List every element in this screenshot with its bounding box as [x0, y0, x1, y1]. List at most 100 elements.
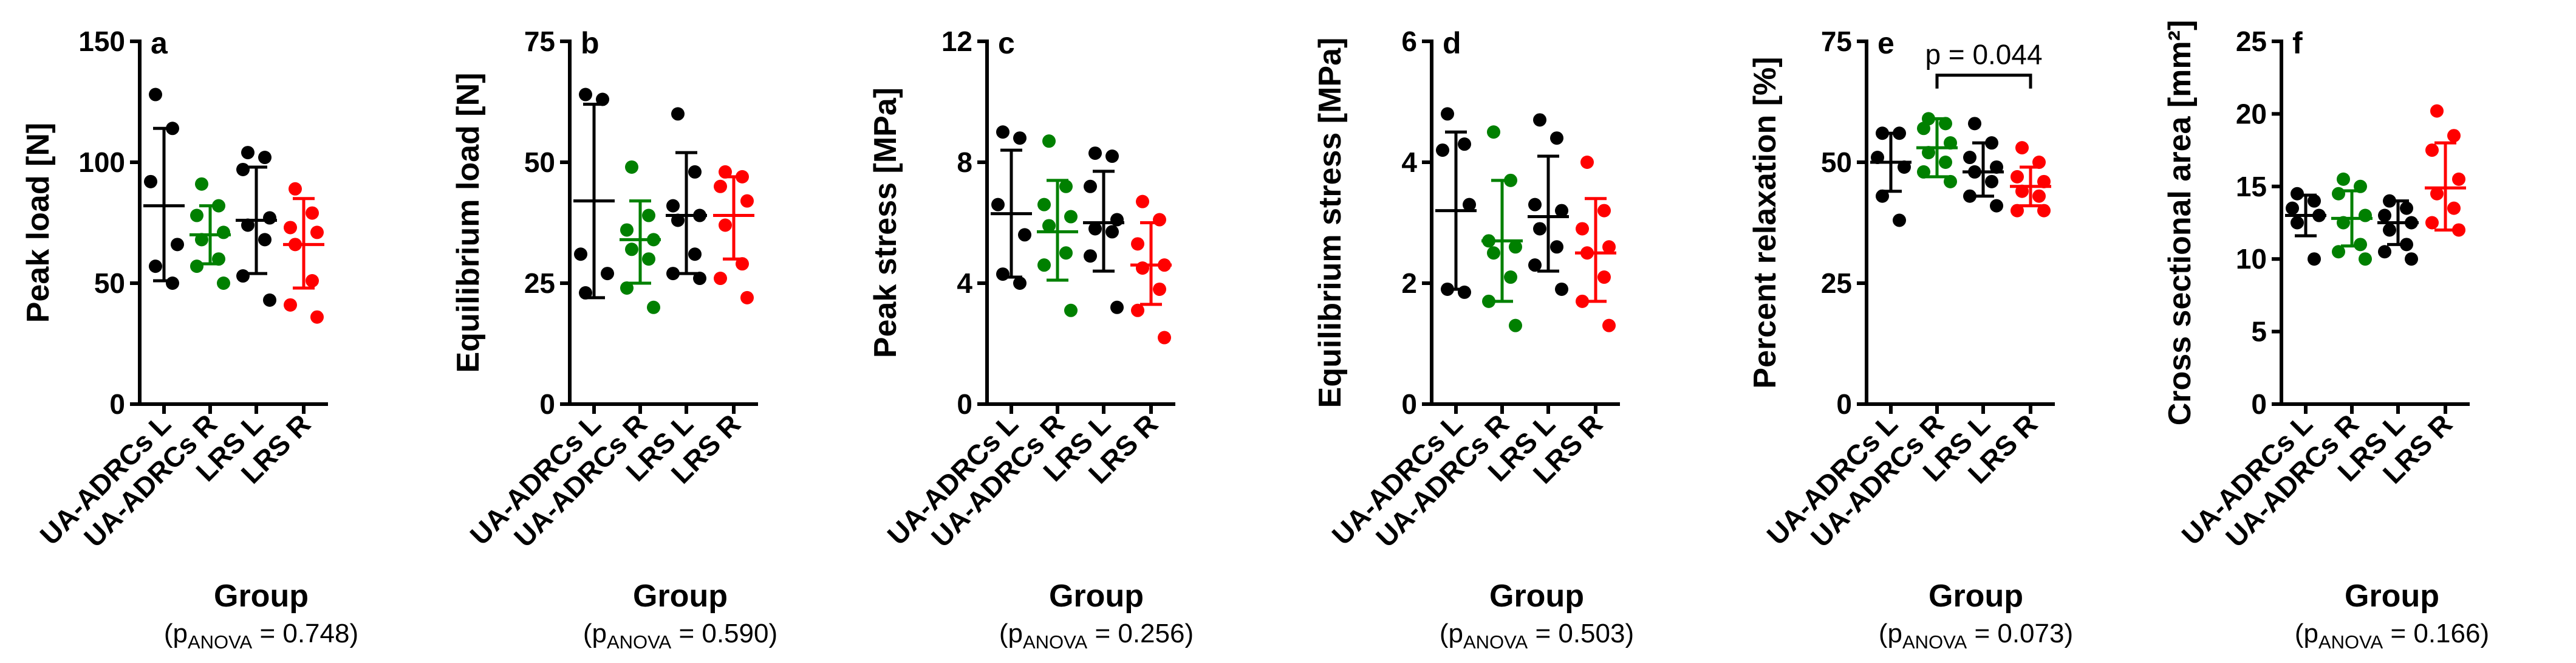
data-point: [2015, 141, 2029, 155]
y-tick-label: 50: [524, 146, 555, 178]
data-point: [1158, 331, 1171, 345]
data-point: [217, 277, 230, 290]
series-ua-adrcs-r: [2331, 172, 2373, 266]
data-point: [2447, 129, 2461, 143]
data-point: [714, 272, 727, 286]
y-tick-label: 0: [109, 388, 125, 420]
anova-prefix: (p: [583, 619, 607, 648]
y-tick-label: 12: [941, 26, 972, 57]
data-point: [1153, 282, 1166, 296]
data-point: [1458, 137, 1471, 151]
data-point: [217, 225, 230, 239]
series-ua-adrcs-l: [143, 88, 185, 290]
data-point: [1084, 179, 1097, 193]
data-point: [620, 223, 634, 237]
x-axis-label: Group: [1929, 579, 2023, 614]
data-point: [1064, 303, 1078, 317]
data-point: [1131, 303, 1144, 317]
data-point: [1436, 143, 1449, 157]
data-point: [2430, 187, 2444, 201]
data-point: [1059, 246, 1073, 260]
data-point: [1509, 318, 1522, 332]
data-point: [310, 310, 324, 324]
data-point: [2359, 208, 2372, 222]
data-point: [2452, 223, 2465, 237]
y-tick-label: 5: [2251, 316, 2267, 348]
data-point: [1042, 219, 1056, 233]
data-point: [1602, 318, 1616, 332]
anova-p-value: (pANOVA = 0.503): [1440, 619, 1634, 653]
anova-subscript: ANOVA: [1463, 631, 1528, 653]
anova-p-value: (pANOVA = 0.256): [999, 619, 1194, 653]
data-point: [289, 182, 302, 196]
data-point: [1463, 198, 1476, 211]
data-point: [601, 267, 614, 281]
anova-prefix: (p: [2295, 619, 2318, 648]
data-point: [284, 221, 297, 235]
anova-prefix: (p: [1879, 619, 1902, 648]
data-point: [241, 146, 255, 160]
data-point: [1064, 210, 1078, 224]
data-point: [258, 233, 272, 247]
y-tick-label: 8: [957, 146, 972, 178]
data-point: [1963, 189, 1976, 203]
data-point: [2452, 172, 2465, 186]
data-point: [1110, 213, 1124, 227]
data-point: [740, 290, 754, 304]
data-point: [2359, 252, 2372, 266]
anova-value: = 0.503): [1528, 619, 1634, 648]
series-ua-adrcs-l: [1870, 126, 1912, 227]
anova-prefix: (p: [164, 619, 188, 648]
anova-prefix: (p: [999, 619, 1023, 648]
data-point: [714, 179, 727, 193]
data-point: [1105, 149, 1119, 163]
data-point: [1088, 146, 1102, 160]
data-point: [1576, 222, 1589, 236]
anova-value: = 0.748): [252, 619, 358, 648]
significance-bracket: [1935, 74, 2032, 89]
data-point: [1509, 240, 1522, 254]
y-tick-label: 10: [2236, 243, 2267, 275]
data-point: [2308, 252, 2321, 266]
y-tick-label: 6: [1401, 26, 1417, 57]
series-ua-adrcs-r: [190, 177, 231, 290]
data-point: [1990, 199, 2003, 213]
series-ua-adrcs-r: [1037, 134, 1078, 317]
data-point: [666, 267, 680, 281]
data-point: [1893, 213, 1906, 227]
anova-prefix: (p: [1440, 619, 1463, 648]
y-tick-label: 50: [94, 267, 125, 299]
series-lrs-l: [2377, 194, 2419, 266]
series-ua-adrcs-l: [1435, 107, 1477, 299]
data-point: [574, 247, 587, 261]
y-tick-label: 50: [1821, 146, 1852, 178]
data-point: [1037, 198, 1051, 211]
y-tick-label: 20: [2236, 98, 2267, 129]
y-tick-label: 150: [78, 26, 125, 57]
data-point: [1939, 156, 1952, 169]
data-point: [306, 274, 319, 288]
data-point: [263, 293, 276, 307]
x-axis-label: Group: [1049, 579, 1144, 614]
data-point: [2332, 245, 2345, 259]
series-lrs-l: [1083, 146, 1124, 314]
y-tick-label: 0: [1401, 388, 1417, 420]
data-point: [1963, 151, 1976, 165]
panel-letter: e: [1877, 26, 1894, 60]
data-point: [1917, 122, 1930, 136]
y-tick-label: 25: [2236, 26, 2267, 57]
y-tick-label: 0: [957, 388, 972, 420]
data-point: [1042, 134, 1056, 148]
panel-letter: a: [151, 26, 168, 60]
data-point: [190, 259, 203, 273]
y-tick-label: 75: [1821, 26, 1852, 57]
data-point: [1985, 174, 1998, 188]
series-lrs-l: [1963, 117, 2004, 213]
data-point: [1037, 258, 1051, 272]
series-lrs-r: [2425, 104, 2466, 237]
data-point: [1597, 270, 1611, 284]
data-point: [996, 125, 1010, 139]
